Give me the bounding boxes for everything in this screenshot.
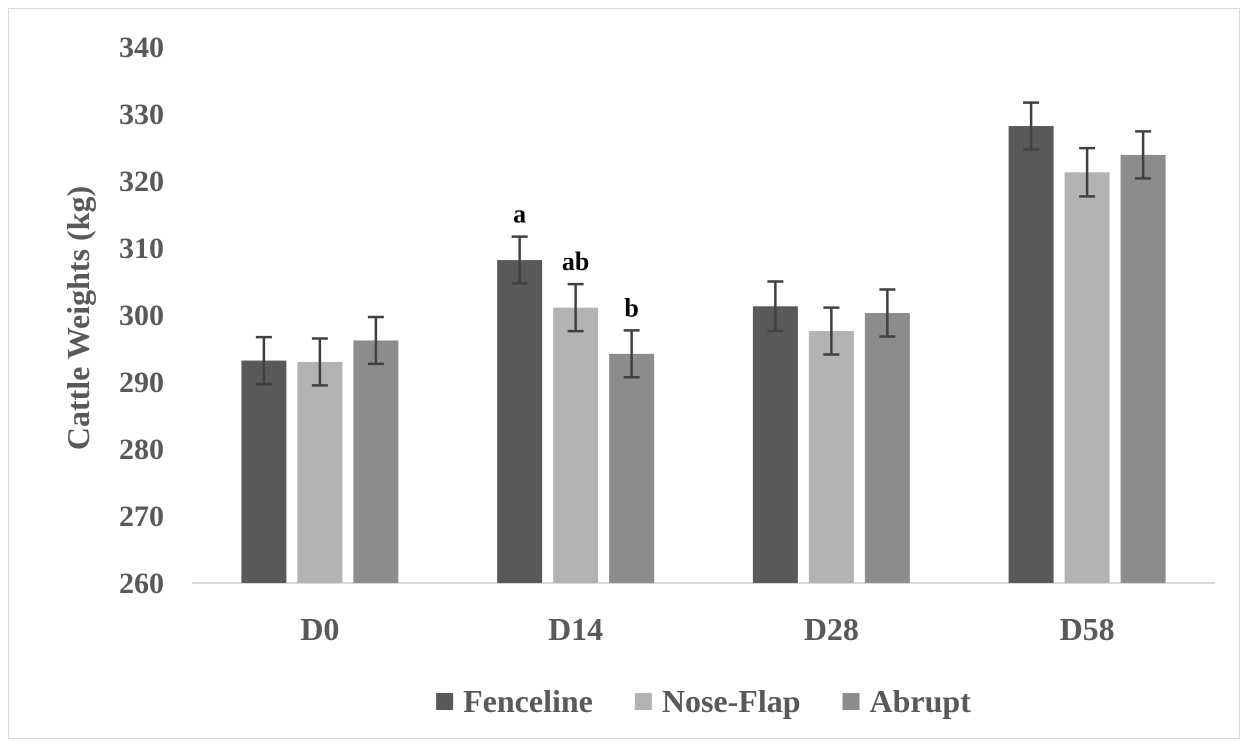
significance-annotations: a ab b (513, 200, 639, 323)
legend-swatch (634, 693, 652, 710)
x-category-label: D0 (300, 611, 339, 647)
error-bars-group (255, 101, 1152, 387)
bar-abrupt-d0 (353, 340, 399, 583)
y-tick-label: 330 (119, 98, 164, 131)
bar-abrupt-d58 (1120, 154, 1166, 583)
legend-item-abrupt: Abrupt (842, 683, 972, 719)
y-tick-label: 280 (119, 433, 164, 466)
significance-letter: b (624, 293, 638, 322)
bar-abrupt-d14 (609, 353, 655, 583)
bar-nose-flap-d28 (808, 331, 854, 583)
significance-letter: ab (562, 247, 589, 276)
error-bar (567, 282, 584, 333)
bar-fenceline-d0 (241, 360, 287, 583)
bar-fenceline-d28 (752, 306, 798, 583)
y-axis-ticks: 260 270 280 290 300 310 320 330 340 (119, 31, 164, 600)
y-tick-label: 270 (119, 500, 164, 533)
x-category-label: D58 (1060, 611, 1115, 647)
legend-item-fenceline: Fenceline (436, 683, 593, 719)
significance-letter: a (513, 200, 526, 229)
error-bar (1023, 101, 1040, 151)
error-bar (367, 315, 384, 366)
error-bar (311, 337, 328, 387)
y-axis-label: Cattle Weights (kg) (60, 186, 96, 450)
x-category-label: D28 (804, 611, 859, 647)
legend: Fenceline Nose-Flap Abrupt (436, 683, 971, 719)
legend-swatch (842, 693, 860, 710)
error-bar (823, 306, 840, 356)
error-bar (511, 235, 528, 285)
x-axis-categories: D0 D14 D28 D58 (300, 611, 1114, 647)
bars-group (241, 126, 1166, 584)
bar-fenceline-d58 (1008, 126, 1054, 583)
bar-nose-flap-d58 (1064, 172, 1110, 584)
error-bar (879, 288, 896, 338)
legend-label: Abrupt (870, 683, 972, 719)
bar-abrupt-d28 (864, 312, 910, 583)
y-tick-label: 310 (119, 232, 164, 265)
error-bar (1135, 130, 1152, 180)
bar-nose-flap-d0 (297, 361, 343, 583)
error-bar (1079, 146, 1096, 198)
bar-nose-flap-d14 (553, 307, 599, 583)
legend-item-nose-flap: Nose-Flap (634, 683, 801, 719)
error-bar (255, 335, 272, 386)
x-category-label: D14 (548, 611, 603, 647)
legend-label: Fenceline (463, 683, 593, 719)
y-tick-label: 320 (119, 165, 164, 198)
error-bar (623, 329, 640, 379)
y-tick-label: 290 (119, 366, 164, 399)
bar-fenceline-d14 (497, 260, 543, 583)
y-tick-label: 300 (119, 299, 164, 332)
legend-swatch (436, 693, 454, 710)
y-tick-label: 260 (119, 567, 164, 600)
legend-label: Nose-Flap (662, 683, 801, 719)
error-bar (767, 280, 784, 333)
y-tick-label: 340 (119, 31, 164, 64)
